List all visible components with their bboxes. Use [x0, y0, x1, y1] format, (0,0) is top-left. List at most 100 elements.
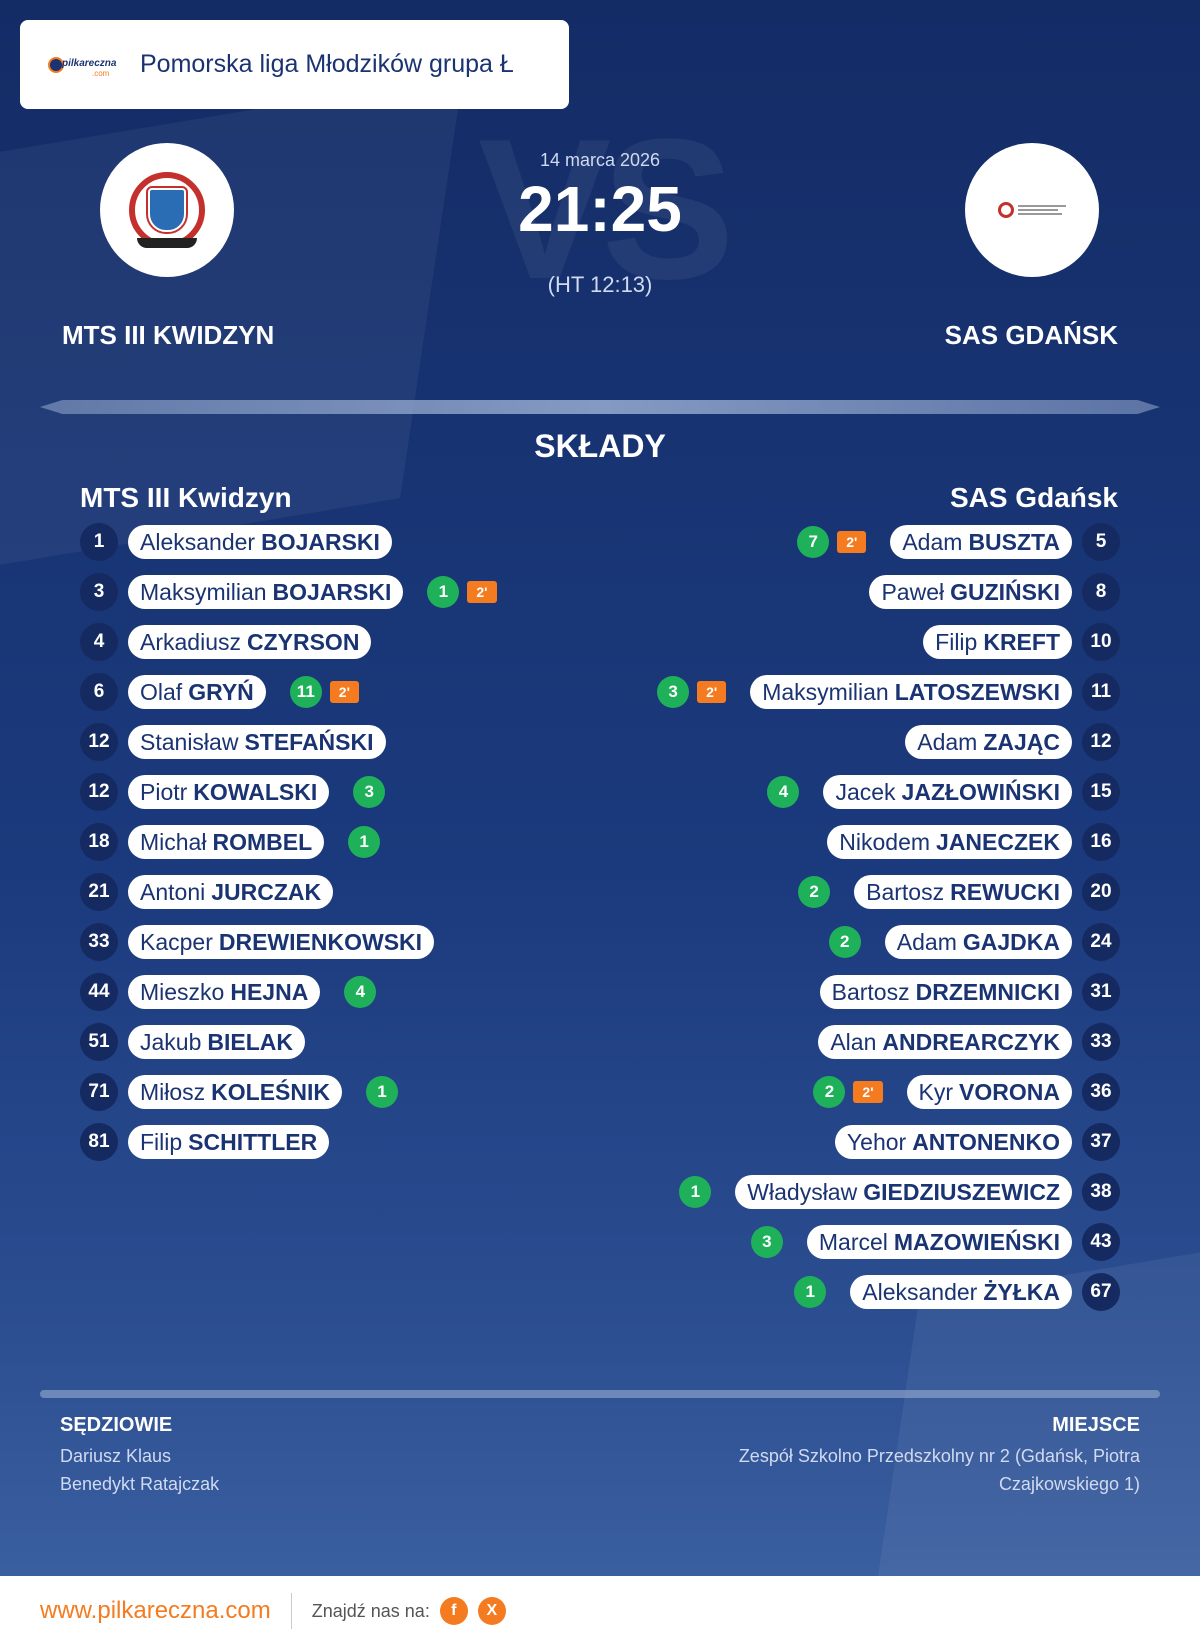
- player-name-pill[interactable]: Jakub BIELAK: [128, 1025, 305, 1059]
- player-name-pill[interactable]: Mieszko HEJNA: [128, 975, 321, 1009]
- player-name-pill[interactable]: Nikodem JANECZEK: [827, 825, 1072, 859]
- player-name-pill[interactable]: Adam GAJDKA: [884, 925, 1072, 959]
- player-first-name: Maksymilian: [762, 678, 889, 705]
- player-name-pill[interactable]: Aleksander ŻYŁKA: [850, 1275, 1072, 1309]
- sas-emblem-icon: [998, 202, 1014, 218]
- player-first-name: Filip: [935, 628, 978, 655]
- player-first-name: Filip: [140, 1128, 183, 1155]
- player-last-name: DREWIENKOWSKI: [218, 928, 423, 955]
- player-name-pill[interactable]: Kacper DREWIENKOWSKI: [128, 925, 435, 959]
- player-name-pill[interactable]: Jacek JAZŁOWIŃSKI: [823, 775, 1072, 809]
- home-lineup-title: MTS III Kwidzyn: [80, 482, 292, 513]
- goals-badge: 1: [427, 576, 460, 608]
- vs-watermark: VS: [478, 98, 735, 321]
- player-number: 36: [1082, 1073, 1120, 1111]
- referee-name: Dariusz Klaus: [60, 1446, 172, 1466]
- player-name-pill[interactable]: Bartosz REWUCKI: [854, 875, 1072, 909]
- crest-shield-icon: [148, 188, 186, 232]
- player-row: Alan ANDREARCZYK 33: [818, 1023, 1120, 1061]
- player-name-pill[interactable]: Bartosz DRZEMNICKI: [819, 975, 1072, 1009]
- goals-badge: 2: [813, 1076, 846, 1108]
- player-last-name: REWUCKI: [950, 878, 1060, 905]
- player-name-pill[interactable]: Filip KREFT: [923, 625, 1072, 659]
- footer-website-link[interactable]: www.pilkareczna.com: [40, 1597, 271, 1624]
- pilkareczna-logo[interactable]: pilkareczna .com: [48, 45, 128, 85]
- player-name-pill[interactable]: Filip SCHITTLER: [128, 1125, 330, 1159]
- sas-wordmark-icon: [1018, 205, 1066, 215]
- player-first-name: Adam: [896, 928, 957, 955]
- player-row: 2 Adam GAJDKA 24: [828, 923, 1120, 961]
- x-icon[interactable]: X: [477, 1597, 506, 1625]
- player-first-name: Yehor: [846, 1128, 907, 1155]
- home-team-logo[interactable]: [100, 143, 234, 277]
- player-first-name: Alan: [830, 1028, 877, 1055]
- suspension-badge: 2': [837, 531, 867, 553]
- player-name-pill[interactable]: Michał ROMBEL: [128, 825, 325, 859]
- goals-badge: 3: [657, 676, 690, 708]
- player-name-pill[interactable]: Piotr KOWALSKI: [128, 775, 330, 809]
- away-lineup-title: SAS Gdańsk: [949, 482, 1118, 513]
- player-name-pill[interactable]: Alan ANDREARCZYK: [818, 1025, 1072, 1059]
- player-number: 43: [1082, 1223, 1120, 1261]
- player-number: 1: [80, 523, 118, 561]
- player-row: 71 Miłosz KOLEŚNIK 1: [80, 1073, 399, 1111]
- player-row: 2 Bartosz REWUCKI 20: [798, 873, 1120, 911]
- home-team-name[interactable]: MTS III KWIDZYN: [62, 320, 275, 350]
- goals-badge: 4: [767, 776, 800, 808]
- venue-title: MIEJSCE: [1052, 1414, 1140, 1436]
- player-name-pill[interactable]: Marcel MAZOWIEŃSKI: [806, 1225, 1072, 1259]
- player-first-name: Miłosz: [140, 1078, 206, 1105]
- player-row: 1 Aleksander ŻYŁKA 67: [794, 1273, 1120, 1311]
- player-last-name: LATOSZEWSKI: [894, 678, 1060, 705]
- goals-badge: 4: [344, 976, 377, 1008]
- away-team-logo[interactable]: [965, 143, 1099, 277]
- player-number: 4: [80, 623, 118, 661]
- player-row: 6 Olaf GRYŃ 11 2': [80, 673, 359, 711]
- player-name-pill[interactable]: Adam ZAJĄC: [905, 725, 1072, 759]
- player-name-pill[interactable]: Olaf GRYŃ: [128, 675, 266, 709]
- player-last-name: GUZIŃSKI: [950, 578, 1060, 605]
- player-name-pill[interactable]: Paweł GUZIŃSKI: [869, 575, 1072, 609]
- away-team-name[interactable]: SAS GDAŃSK: [944, 320, 1118, 350]
- player-first-name: Michał: [140, 828, 207, 855]
- player-last-name: HEJNA: [230, 978, 309, 1005]
- player-name-pill[interactable]: Arkadiusz CZYRSON: [128, 625, 372, 659]
- player-last-name: VORONA: [959, 1078, 1060, 1105]
- player-name-pill[interactable]: Kyr VORONA: [906, 1075, 1072, 1109]
- player-name-pill[interactable]: Stanisław STEFAŃSKI: [128, 725, 386, 759]
- player-name-pill[interactable]: Miłosz KOLEŚNIK: [128, 1075, 343, 1109]
- goals-badge: 1: [794, 1276, 827, 1308]
- player-first-name: Stanisław: [140, 728, 239, 755]
- player-first-name: Adam: [902, 528, 963, 555]
- player-last-name: SCHITTLER: [188, 1128, 318, 1155]
- player-name-pill[interactable]: Yehor ANTONENKO: [834, 1125, 1072, 1159]
- goals-badge: 2: [828, 926, 861, 958]
- match-score: 21:25: [518, 173, 682, 245]
- player-row: 2 2' Kyr VORONA 36: [813, 1073, 1120, 1111]
- facebook-icon[interactable]: f: [439, 1597, 468, 1625]
- player-number: 8: [1082, 573, 1120, 611]
- player-row: Bartosz DRZEMNICKI 31: [819, 973, 1120, 1011]
- player-last-name: CZYRSON: [246, 628, 360, 655]
- player-name-pill[interactable]: Maksymilian LATOSZEWSKI: [750, 675, 1072, 709]
- player-row: 3 Maksymilian BOJARSKI 1 2': [80, 573, 497, 611]
- lineups-title: SKŁADY: [534, 428, 666, 464]
- mts-crest-icon: [129, 172, 205, 248]
- player-number: 12: [80, 723, 118, 761]
- player-first-name: Antoni: [140, 878, 206, 905]
- player-name-pill[interactable]: Aleksander BOJARSKI: [128, 525, 392, 559]
- player-name-pill[interactable]: Adam BUSZTA: [890, 525, 1072, 559]
- player-name-pill[interactable]: Antoni JURCZAK: [128, 875, 334, 909]
- player-last-name: MAZOWIEŃSKI: [893, 1228, 1060, 1255]
- player-number: 3: [80, 573, 118, 611]
- player-row: Yehor ANTONENKO 37: [834, 1123, 1120, 1161]
- player-row: 51 Jakub BIELAK: [80, 1023, 305, 1061]
- footer-find-us-label: Znajdź nas na:: [311, 1600, 430, 1621]
- player-row: 21 Antoni JURCZAK: [80, 873, 334, 911]
- player-name-pill[interactable]: Władysław GIEDZIUSZEWICZ: [735, 1175, 1072, 1209]
- player-row: 4 Arkadiusz CZYRSON: [80, 623, 372, 661]
- player-number: 20: [1082, 873, 1120, 911]
- player-name-pill[interactable]: Maksymilian BOJARSKI: [128, 575, 404, 609]
- footer-separator: [290, 1593, 292, 1629]
- player-number: 81: [80, 1123, 118, 1161]
